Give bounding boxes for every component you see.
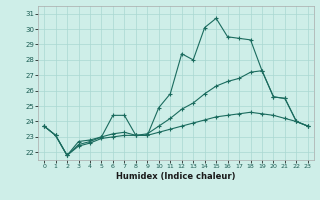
X-axis label: Humidex (Indice chaleur): Humidex (Indice chaleur) (116, 172, 236, 181)
